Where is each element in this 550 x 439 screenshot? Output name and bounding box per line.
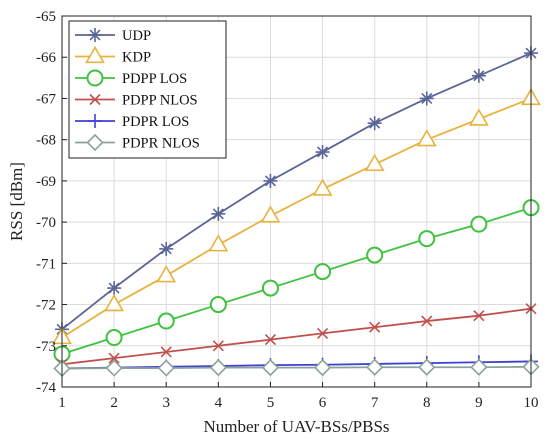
data-point bbox=[108, 352, 120, 364]
legend-marker bbox=[86, 133, 104, 152]
x-tick-label: 4 bbox=[215, 395, 223, 411]
legend-marker bbox=[86, 69, 104, 87]
data-point bbox=[416, 129, 437, 147]
data-point bbox=[419, 91, 434, 106]
data-point bbox=[209, 296, 227, 314]
series-line bbox=[61, 307, 532, 366]
y-tick-label: -67 bbox=[36, 91, 56, 107]
x-tick-label: 2 bbox=[110, 395, 118, 411]
series-line bbox=[61, 52, 532, 330]
series-pdpp-los bbox=[53, 199, 540, 363]
series-layer bbox=[52, 46, 541, 378]
data-point bbox=[160, 346, 172, 358]
data-point bbox=[364, 153, 385, 172]
data-point bbox=[315, 145, 330, 160]
y-tick-label: -69 bbox=[36, 174, 56, 190]
data-point bbox=[157, 359, 175, 377]
series-pdpr-los bbox=[55, 354, 538, 376]
legend-label: PDPP LOS bbox=[122, 71, 187, 87]
data-point bbox=[209, 358, 227, 377]
data-point bbox=[105, 359, 123, 377]
series-line bbox=[61, 365, 532, 370]
y-tick-label: -70 bbox=[36, 215, 56, 231]
y-tick-label: -71 bbox=[36, 256, 56, 272]
legend-marker bbox=[88, 114, 102, 128]
y-tick-label: -66 bbox=[36, 50, 56, 66]
legend-marker bbox=[88, 28, 102, 42]
legend-label: UDP bbox=[122, 28, 151, 44]
legend-item: PDPP NLOS bbox=[75, 93, 198, 109]
x-tick-label: 6 bbox=[319, 395, 327, 411]
data-point bbox=[369, 321, 381, 333]
data-point bbox=[312, 178, 333, 196]
x-tick-label: 10 bbox=[524, 395, 539, 411]
tick-labels: 1 2 3 4 5 6 7 8 9 10 -74 -73 -72 -71 -70 -69 -68 -67 -66 -6… bbox=[36, 9, 539, 411]
y-tick-label: -68 bbox=[36, 133, 56, 149]
y-tick-label: -73 bbox=[36, 339, 56, 355]
data-point bbox=[470, 215, 488, 233]
series-line bbox=[61, 97, 532, 339]
data-point bbox=[107, 281, 122, 296]
data-point bbox=[418, 230, 436, 248]
data-point bbox=[159, 241, 174, 256]
data-point bbox=[366, 246, 384, 264]
data-point bbox=[261, 279, 279, 297]
data-point bbox=[263, 173, 278, 188]
data-point bbox=[104, 293, 125, 312]
x-tick-label: 7 bbox=[371, 395, 379, 411]
y-tick-label: -72 bbox=[36, 298, 56, 314]
data-point bbox=[316, 327, 329, 339]
x-tick-label: 8 bbox=[423, 395, 431, 411]
legend-label: PDPP NLOS bbox=[122, 93, 198, 109]
data-point bbox=[260, 205, 281, 223]
x-tick-label: 1 bbox=[58, 395, 66, 411]
data-point bbox=[366, 358, 384, 376]
plot-frame bbox=[61, 15, 532, 388]
data-point bbox=[157, 312, 175, 330]
data-point bbox=[208, 234, 229, 252]
legend-marker bbox=[85, 45, 105, 64]
series-kdp bbox=[52, 87, 541, 345]
legend-item: KDP bbox=[75, 45, 151, 66]
x-tick-label: 9 bbox=[475, 395, 483, 411]
series-line bbox=[61, 206, 532, 355]
data-point bbox=[156, 265, 177, 283]
legend-item: PDPR LOS bbox=[75, 114, 189, 130]
legend-marker bbox=[89, 93, 101, 106]
data-point bbox=[473, 310, 485, 322]
legend-label: PDPR NLOS bbox=[122, 136, 200, 152]
data-point bbox=[211, 206, 226, 221]
legend-label: KDP bbox=[122, 50, 151, 66]
data-point bbox=[261, 358, 280, 377]
x-tick-label: 5 bbox=[267, 395, 275, 411]
legend-label: PDPR LOS bbox=[122, 114, 189, 130]
data-point bbox=[468, 108, 489, 126]
x-tick-label: 3 bbox=[162, 395, 170, 411]
data-point bbox=[367, 116, 382, 131]
data-point bbox=[105, 329, 123, 347]
data-point bbox=[212, 340, 224, 352]
data-point bbox=[313, 358, 332, 377]
data-point bbox=[471, 68, 486, 83]
data-point bbox=[314, 263, 332, 281]
legend-item: UDP bbox=[75, 28, 151, 44]
data-point bbox=[264, 334, 277, 346]
y-tick-label: -65 bbox=[36, 9, 56, 25]
series-pdpp-nlos bbox=[56, 303, 537, 370]
x-axis-label: Number of UAV-BSs/PBSs bbox=[203, 417, 389, 436]
data-point bbox=[418, 358, 436, 376]
y-tick-label: -74 bbox=[36, 380, 56, 396]
series-pdpr-nlos bbox=[53, 358, 540, 378]
legend-item: PDPP LOS bbox=[75, 69, 187, 87]
y-axis-label: RSS [dBm] bbox=[7, 162, 26, 241]
data-point bbox=[421, 315, 433, 327]
legend: UDP KDP PDPP LOS PDPP NLOS PDPR LOS PDPR NLOS bbox=[68, 20, 227, 159]
legend-item: PDPR NLOS bbox=[75, 133, 200, 152]
data-point bbox=[470, 358, 488, 376]
